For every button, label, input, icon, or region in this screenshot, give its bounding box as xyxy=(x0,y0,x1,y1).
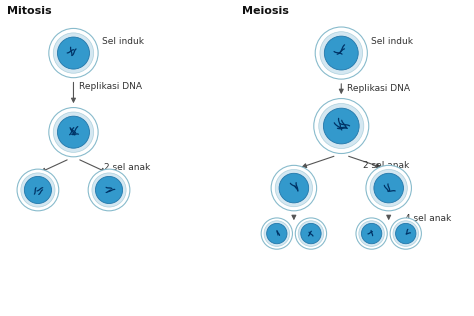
Ellipse shape xyxy=(314,99,369,154)
Ellipse shape xyxy=(57,116,90,148)
Ellipse shape xyxy=(295,218,327,249)
Ellipse shape xyxy=(21,173,55,207)
Ellipse shape xyxy=(324,36,358,70)
Ellipse shape xyxy=(279,173,309,203)
Ellipse shape xyxy=(396,223,416,244)
Ellipse shape xyxy=(261,218,292,249)
Ellipse shape xyxy=(320,32,363,75)
Text: Sel induk: Sel induk xyxy=(371,37,413,46)
Ellipse shape xyxy=(53,112,94,152)
Ellipse shape xyxy=(315,27,367,79)
Ellipse shape xyxy=(49,28,98,78)
Text: 2 sel anak: 2 sel anak xyxy=(363,161,409,170)
Ellipse shape xyxy=(393,221,419,246)
Ellipse shape xyxy=(319,103,364,149)
Ellipse shape xyxy=(57,37,90,69)
Ellipse shape xyxy=(359,221,384,246)
Text: Replikasi DNA: Replikasi DNA xyxy=(79,82,142,91)
Ellipse shape xyxy=(374,173,403,203)
Ellipse shape xyxy=(390,218,421,249)
Text: Sel induk: Sel induk xyxy=(102,37,144,46)
Ellipse shape xyxy=(298,221,324,246)
Text: Mitosis: Mitosis xyxy=(7,6,52,16)
Ellipse shape xyxy=(362,223,382,244)
Text: Replikasi DNA: Replikasi DNA xyxy=(347,84,410,93)
Ellipse shape xyxy=(24,176,52,204)
Ellipse shape xyxy=(95,176,123,204)
Ellipse shape xyxy=(275,169,312,207)
Ellipse shape xyxy=(370,169,407,207)
Ellipse shape xyxy=(53,33,94,73)
Ellipse shape xyxy=(301,223,321,244)
Ellipse shape xyxy=(49,107,98,157)
Ellipse shape xyxy=(356,218,387,249)
Text: Meiosis: Meiosis xyxy=(242,6,289,16)
Ellipse shape xyxy=(17,169,59,211)
Ellipse shape xyxy=(366,165,411,211)
Ellipse shape xyxy=(264,221,290,246)
Ellipse shape xyxy=(92,173,126,207)
Ellipse shape xyxy=(271,165,317,211)
Text: 2 sel anak: 2 sel anak xyxy=(104,163,151,172)
Text: 4 sel anak: 4 sel anak xyxy=(405,214,452,223)
Ellipse shape xyxy=(323,108,359,144)
Ellipse shape xyxy=(88,169,130,211)
Ellipse shape xyxy=(267,223,287,244)
